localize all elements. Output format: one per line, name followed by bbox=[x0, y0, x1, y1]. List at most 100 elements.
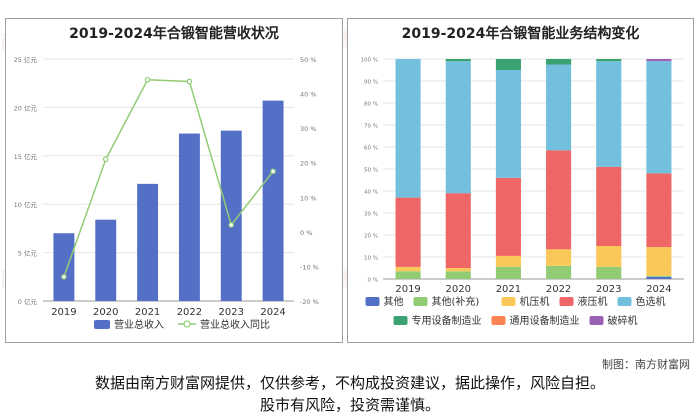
revenue-chart-title: 2019-2024年合锻智能营收状况 bbox=[69, 26, 279, 42]
y-tick-label: 90 % bbox=[364, 80, 378, 86]
stack-segment bbox=[596, 61, 622, 167]
stack-segment bbox=[445, 268, 471, 272]
y-tick-label-right: 0 % bbox=[300, 229, 312, 237]
y-tick-label: 30 % bbox=[364, 212, 378, 218]
stack-segment bbox=[646, 61, 672, 174]
yoy-point bbox=[144, 76, 151, 83]
y-tick-label-right: 30 % bbox=[300, 125, 317, 133]
stack-segment bbox=[646, 173, 672, 248]
stack-segment bbox=[445, 59, 471, 62]
yoy-point bbox=[102, 156, 109, 163]
source-credit: 制图：南方财富网 bbox=[602, 358, 690, 371]
legend-swatch bbox=[559, 297, 574, 306]
x-tick-label: 2020 bbox=[93, 307, 118, 318]
stack-segment bbox=[596, 166, 622, 246]
revenue-chart-panel: 2019-2024年合锻智能营收状况 0 亿元 5 亿元 10 亿元 15 亿元 20 … bbox=[5, 18, 343, 343]
disclaimer-line-2: 股市有风险，投资需谨慎。 bbox=[259, 396, 440, 414]
legend-swatch bbox=[617, 297, 632, 306]
y-tick-label: 60 % bbox=[364, 146, 378, 152]
legend-label: 液压机 bbox=[578, 295, 608, 308]
structure-chart-title: 2019-2024年合锻智能业务结构变化 bbox=[401, 26, 640, 42]
stack-segment bbox=[646, 247, 672, 276]
legend-label: 破碎机 bbox=[608, 314, 638, 327]
x-tick-label: 2020 bbox=[446, 284, 471, 295]
x-tick-label: 2023 bbox=[596, 284, 621, 295]
stack-segment bbox=[646, 275, 672, 277]
y-tick-label-left: 5 亿元 bbox=[18, 249, 38, 258]
x-tick-label: 2024 bbox=[260, 307, 285, 318]
y-tick-label-right: -10 % bbox=[300, 263, 319, 271]
stack-segment bbox=[596, 59, 622, 62]
stack-segment bbox=[546, 64, 572, 151]
legend-label: 专用设备制造业 bbox=[412, 314, 482, 327]
stack-segment bbox=[646, 59, 672, 62]
stack-segment bbox=[495, 70, 521, 178]
stack-segment bbox=[445, 271, 471, 279]
y-tick-label: 20 % bbox=[364, 234, 378, 240]
y-tick-label: 50 % bbox=[364, 168, 378, 174]
legend-swatch-yoy-marker bbox=[183, 320, 191, 328]
revenue-bar bbox=[220, 130, 242, 301]
y-tick-label: 40 % bbox=[364, 190, 378, 196]
y-tick-label-left: 0 亿元 bbox=[18, 297, 38, 306]
stack-segment bbox=[495, 266, 521, 279]
yoy-point bbox=[228, 222, 235, 228]
legend-swatch bbox=[501, 297, 516, 306]
revenue-chart: 0 亿元 5 亿元 10 亿元 15 亿元 20 亿元 25 亿元 -20 % -10 % 0 … bbox=[14, 55, 319, 331]
stack-segment bbox=[395, 271, 421, 279]
x-tick-label: 2024 bbox=[646, 284, 671, 295]
legend-swatch bbox=[365, 297, 380, 306]
x-tick-label: 2022 bbox=[177, 307, 202, 318]
y-tick-label-right: 40 % bbox=[300, 91, 317, 99]
y-tick-label-right: 50 % bbox=[300, 56, 317, 64]
revenue-bar bbox=[262, 100, 284, 302]
stack-segment bbox=[546, 59, 572, 65]
business-structure-panel: 2019-2024年合锻智能业务结构变化 0 % 10 % 20 % 30 % 40 %… bbox=[347, 18, 694, 343]
y-tick-label-left: 15 亿元 bbox=[14, 152, 38, 161]
legend-swatch bbox=[491, 316, 506, 325]
y-tick-label-right: 20 % bbox=[300, 160, 317, 168]
y-tick-label-right: 10 % bbox=[300, 194, 317, 202]
legend-label: 色选机 bbox=[636, 295, 666, 308]
legend-label-revenue: 营业总收入 bbox=[114, 318, 164, 331]
legend-label: 其他 bbox=[384, 295, 404, 308]
stack-segment bbox=[495, 255, 521, 267]
legend-label: 其他(补充) bbox=[432, 295, 480, 308]
y-tick-label-left: 20 亿元 bbox=[14, 103, 38, 112]
stack-segment bbox=[546, 150, 572, 250]
stack-segment bbox=[546, 249, 572, 266]
structure-chart: 0 % 10 % 20 % 30 % 40 % 50 % 60 % 70 % 80 % 90 % 1… bbox=[361, 58, 684, 327]
x-tick-label: 2019 bbox=[51, 307, 76, 318]
stack-segment bbox=[395, 197, 421, 267]
legend-swatch bbox=[589, 316, 604, 325]
x-tick-label: 2021 bbox=[135, 307, 160, 318]
x-tick-label: 2022 bbox=[546, 284, 571, 295]
stack-segment bbox=[395, 266, 421, 272]
yoy-point bbox=[61, 273, 67, 280]
revenue-bar bbox=[95, 219, 117, 301]
y-tick-label: 100 % bbox=[361, 58, 378, 64]
stack-segment bbox=[646, 276, 672, 279]
y-tick-label-left: 10 亿元 bbox=[14, 200, 38, 209]
yoy-point bbox=[270, 168, 276, 175]
stack-segment bbox=[395, 59, 421, 198]
legend-swatch bbox=[413, 297, 428, 306]
yoy-point bbox=[186, 78, 193, 85]
yoy-line bbox=[63, 78, 274, 278]
y-tick-label: 80 % bbox=[364, 102, 378, 108]
stack-segment bbox=[596, 266, 622, 279]
stack-segment bbox=[495, 59, 521, 70]
legend-swatch bbox=[393, 316, 408, 325]
revenue-bar bbox=[53, 233, 75, 301]
y-tick-label-right: -20 % bbox=[300, 298, 319, 306]
stack-segment bbox=[445, 61, 471, 194]
legend-label: 通用设备制造业 bbox=[510, 314, 580, 327]
y-tick-label: 0 % bbox=[368, 278, 378, 284]
revenue-bar bbox=[178, 133, 200, 301]
y-tick-label: 10 % bbox=[364, 256, 378, 262]
stack-segment bbox=[445, 193, 471, 268]
legend-swatch-revenue bbox=[94, 320, 110, 329]
x-tick-label: 2019 bbox=[395, 284, 420, 295]
disclaimer-line-1: 数据由南方财富网提供，仅供参考，不构成投资建议，据此操作，风险自担。 bbox=[94, 374, 605, 392]
y-tick-label-left: 25 亿元 bbox=[14, 55, 38, 64]
